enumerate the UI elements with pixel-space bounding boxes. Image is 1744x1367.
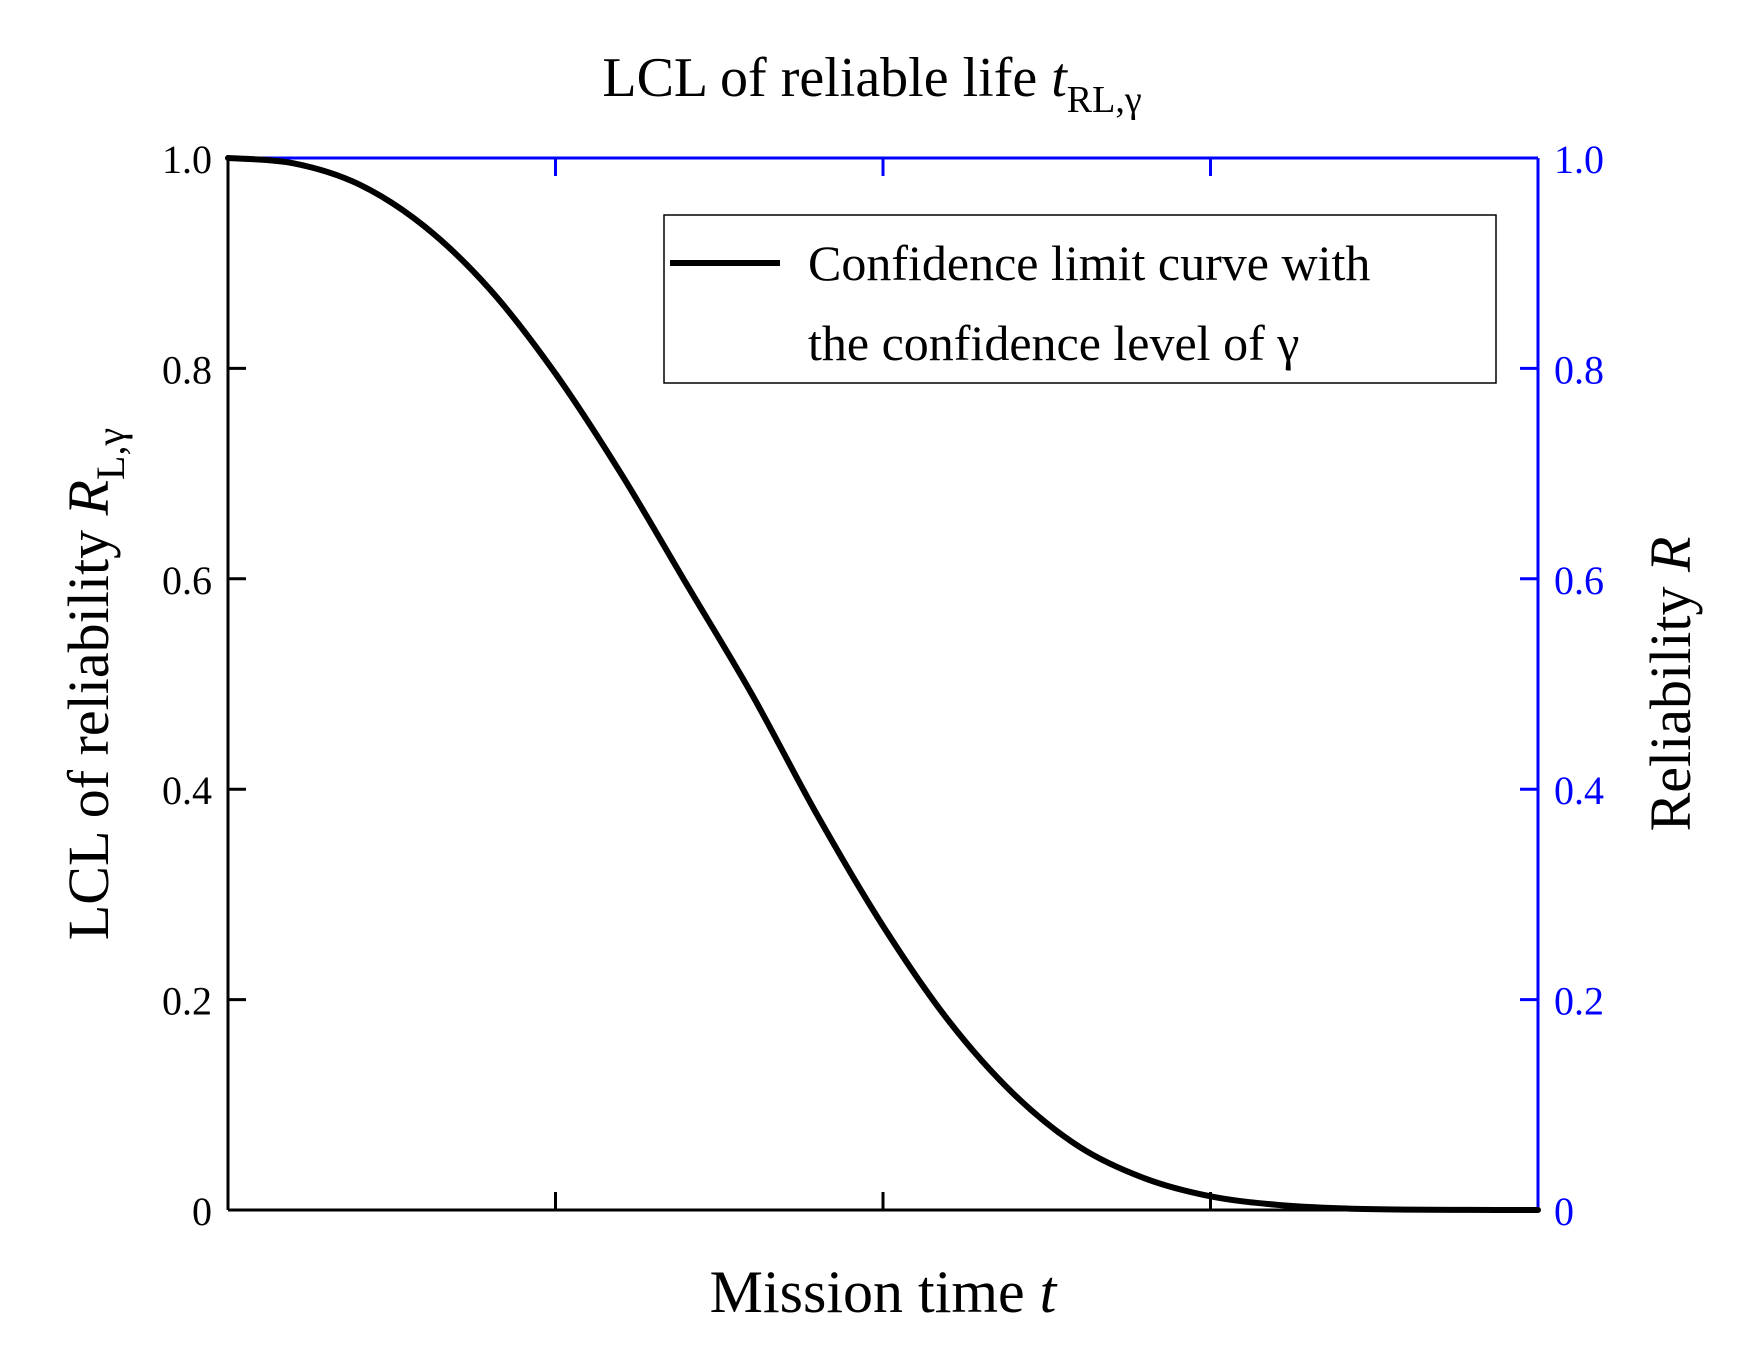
y-tick-label-left-5: 1.0 [162,137,212,182]
confidence-limit-curve [225,155,1541,1213]
y-tick-label-left-1: 0.2 [162,979,212,1024]
legend-label-line-1: Confidence limit curve with [808,235,1370,291]
y-tick-label-right-2: 0.4 [1554,768,1604,813]
y-tick-label-right-4: 0.8 [1554,347,1604,392]
x-axis-label: Mission time t [710,1259,1058,1325]
y-axis-label-left: LCL of reliability RL,γ [56,428,133,940]
y-tick-label-right-3: 0.6 [1554,558,1604,603]
y-tick-label-right-1: 0.2 [1554,979,1604,1024]
y-axis-label-right: Reliability R [1638,537,1703,832]
legend-label-line-2: the confidence level of γ [808,315,1299,371]
y-tick-label-left-3: 0.6 [162,558,212,603]
y-tick-label-left-4: 0.8 [162,347,212,392]
y-tick-label-left-2: 0.4 [162,768,212,813]
tick-labels: 0 0 0.2 0.2 0.4 0.4 0.6 0.6 0.8 0.8 1.0 1.0 [162,137,1604,1234]
y-tick-label-right-0: 0 [1554,1189,1574,1234]
y-tick-label-left-0: 0 [192,1189,212,1234]
legend: Confidence limit curve with the confiden… [663,214,1497,384]
y-tick-label-right-5: 1.0 [1554,137,1604,182]
legend-box [663,214,1497,384]
chart-title: LCL of reliable life tRL,γ [602,47,1141,121]
